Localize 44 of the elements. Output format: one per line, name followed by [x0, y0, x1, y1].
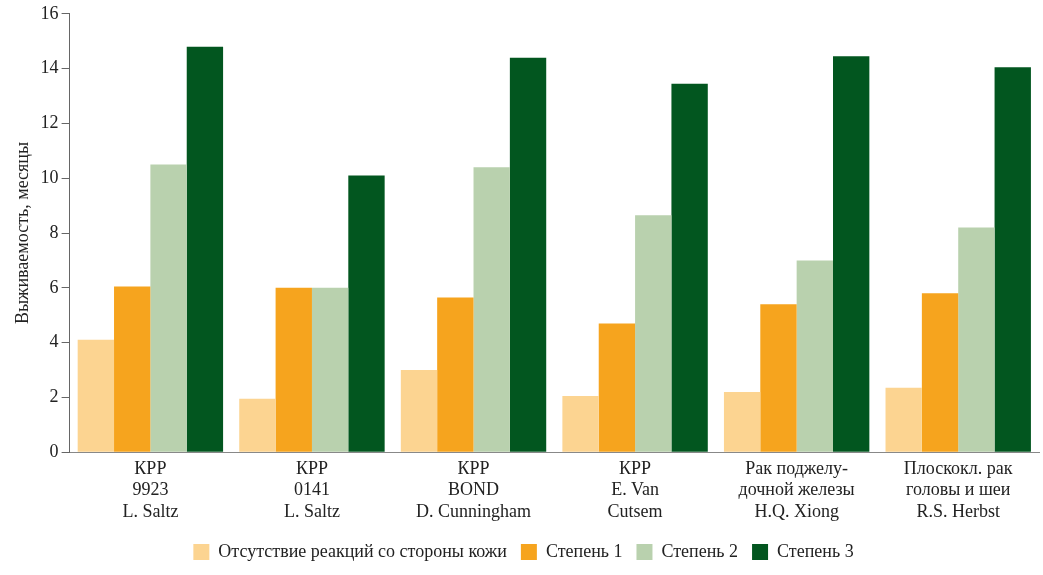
y-tick-label: 16	[40, 2, 59, 23]
legend-label: Степень 1	[545, 540, 623, 561]
bar	[275, 287, 312, 452]
bar	[473, 167, 510, 452]
legend-label: Степень 3	[777, 540, 854, 561]
bar	[562, 396, 599, 452]
bar	[958, 227, 995, 452]
x-tick-label: КРР 0141 L. Saltz	[283, 457, 340, 521]
legend-label: Степень 2	[661, 540, 739, 561]
bar	[921, 293, 959, 452]
bar	[114, 286, 151, 452]
bar	[885, 387, 922, 452]
x-tick-label: Рак поджелу- дочной железы H.Q. Xiong	[738, 457, 855, 521]
x-tick-label: КРР 9923 L. Saltz	[122, 457, 179, 521]
x-tick-label: КРР E. Van Cutsem	[607, 457, 663, 521]
bar	[77, 339, 115, 452]
bar	[994, 67, 1031, 452]
bar	[311, 287, 349, 452]
y-tick-label: 4	[49, 331, 59, 352]
x-tick-label: КРР BOND D. Cunningham	[416, 457, 532, 521]
x-tick-label: Плоскокл. рак головы и шеи R.S. Herbst	[903, 457, 1013, 521]
y-tick-label: 2	[49, 386, 59, 407]
bar	[437, 297, 474, 452]
y-tick-label: 8	[49, 221, 59, 242]
y-tick-label: 10	[40, 166, 59, 187]
bar	[400, 370, 438, 452]
bar	[509, 57, 547, 452]
bar	[760, 304, 797, 452]
bar	[635, 215, 672, 452]
bar	[186, 46, 224, 452]
bar	[239, 398, 276, 452]
legend-label: Отсутствие реакций со стороны кожи	[218, 540, 508, 561]
y-tick-label: 6	[49, 276, 59, 297]
y-tick-label: 12	[40, 112, 59, 133]
y-axis-title: Выживаемость, месяцы	[11, 141, 32, 325]
y-tick-label: 0	[49, 440, 59, 461]
bar	[723, 391, 761, 452]
bar	[348, 175, 385, 452]
bar	[150, 164, 187, 452]
bar	[796, 260, 833, 452]
bar	[671, 83, 708, 452]
bar	[833, 56, 870, 452]
y-tick-label: 14	[40, 57, 59, 78]
bar	[598, 323, 636, 452]
